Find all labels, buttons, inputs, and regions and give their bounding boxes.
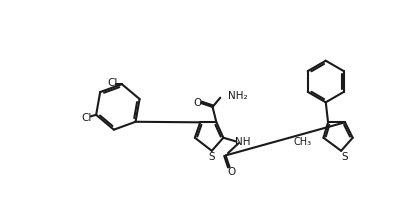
Text: O: O (193, 98, 201, 108)
Text: S: S (208, 152, 215, 162)
Text: Cl: Cl (82, 113, 92, 123)
Text: O: O (228, 167, 236, 177)
Text: NH: NH (235, 137, 250, 147)
Text: S: S (342, 152, 348, 162)
Text: Cl: Cl (107, 78, 118, 88)
Text: CH₃: CH₃ (294, 137, 312, 147)
Text: NH₂: NH₂ (228, 91, 247, 101)
